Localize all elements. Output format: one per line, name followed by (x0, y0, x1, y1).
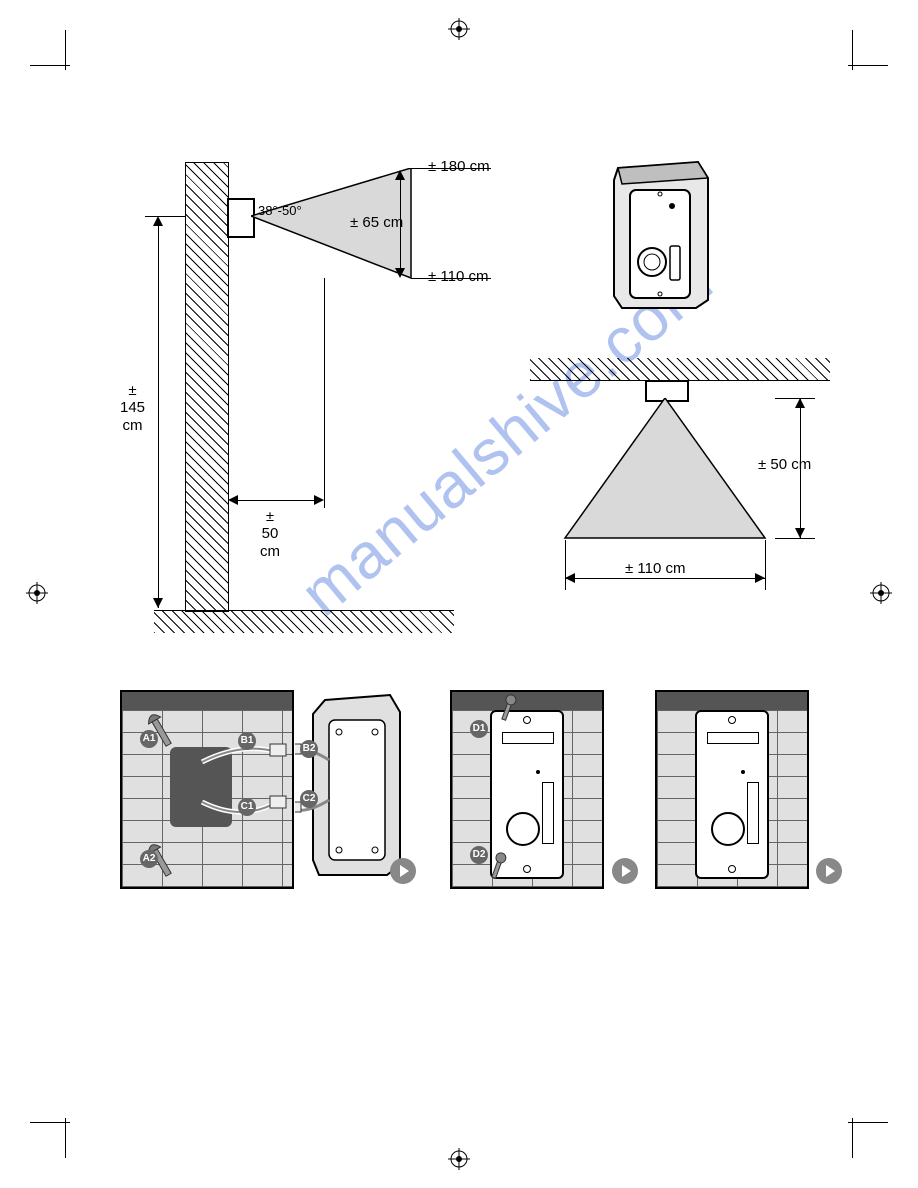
crop-mark (65, 30, 66, 70)
arrowhead-icon (565, 573, 575, 583)
arrowhead-icon (795, 398, 805, 408)
crop-mark (65, 1118, 66, 1158)
callout-c2: C2 (300, 790, 318, 808)
callout-d2: D2 (470, 846, 488, 864)
arrowhead-icon (795, 528, 805, 538)
brick-top (657, 692, 807, 710)
crop-mark (852, 1118, 853, 1158)
callout-a2: A2 (140, 850, 158, 868)
fov-top-label: ± 180 cm (428, 158, 490, 175)
callout-a1: A1 (140, 730, 158, 748)
arrowhead-icon (395, 170, 405, 180)
arrowhead-icon (153, 216, 163, 226)
fov-bottom-label: ± 110 cm (428, 268, 488, 285)
fov-spread-label: ± 65 cm (350, 214, 403, 231)
ceiling-spread-label: ± 110 cm (625, 560, 685, 577)
doorbell-front-mounted (695, 710, 769, 879)
crop-mark (852, 30, 853, 70)
callout-c1: C1 (238, 798, 256, 816)
fov-cone (251, 168, 421, 298)
mount-height-label: ± 145 cm (120, 382, 145, 434)
arrowhead-icon (314, 495, 324, 505)
wall-hatched (185, 162, 229, 612)
ext-line (324, 278, 325, 508)
manual-page: manualshive.com 38°-50° ± 65 cm ± 180 cm… (0, 0, 918, 1188)
arrowhead-icon (755, 573, 765, 583)
ext-line (765, 540, 766, 590)
ceiling-fov-cone (555, 398, 775, 548)
registration-mark-icon (26, 582, 48, 604)
crop-mark (30, 65, 70, 66)
arrowhead-icon (228, 495, 238, 505)
crop-mark (848, 1122, 888, 1123)
callout-d1: D1 (470, 720, 488, 738)
angle-label: 38°-50° (258, 204, 302, 219)
speaker-slot (707, 732, 759, 744)
doorbell-back-piece (295, 690, 415, 885)
ceiling-drop-label: ± 50 cm (758, 456, 811, 473)
next-step-icon (612, 858, 638, 884)
ext-line (145, 216, 185, 217)
depth-label: ± 50 cm (260, 508, 280, 560)
dim-line (158, 218, 159, 608)
led-dot (741, 770, 745, 774)
arrowhead-icon (153, 598, 163, 608)
registration-mark-icon (448, 18, 470, 40)
registration-mark-icon (448, 1148, 470, 1170)
camera-lens (711, 812, 745, 846)
ceiling-hatched (530, 358, 830, 381)
name-plate (747, 782, 759, 844)
screw-icon (728, 865, 736, 873)
arrowhead-icon (395, 268, 405, 278)
dim-line (230, 500, 322, 501)
next-step-icon (390, 858, 416, 884)
crop-mark (848, 65, 888, 66)
floor-hatched (154, 610, 454, 633)
callout-b1: B1 (238, 732, 256, 750)
screw-icon (728, 716, 736, 724)
registration-mark-icon (870, 582, 892, 604)
callout-b2: B2 (300, 740, 318, 758)
doorbell-illustration (600, 150, 730, 320)
dim-line (565, 578, 765, 579)
ext-line (775, 538, 815, 539)
crop-mark (30, 1122, 70, 1123)
next-step-icon (816, 858, 842, 884)
